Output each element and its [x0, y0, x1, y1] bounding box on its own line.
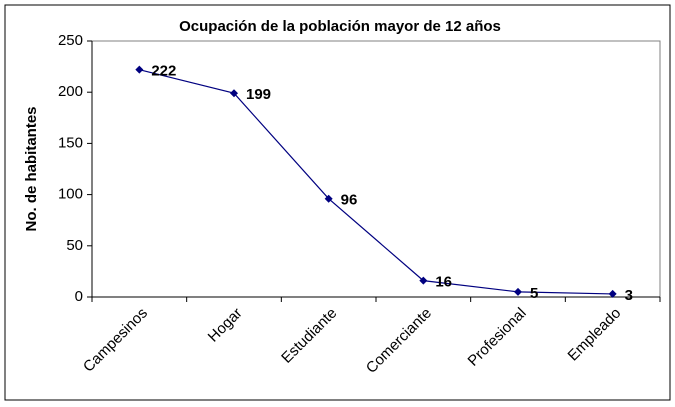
- data-label: 5: [530, 285, 538, 302]
- line: [139, 69, 613, 295]
- y-tick-label: 50: [66, 237, 83, 254]
- marker: [514, 287, 522, 296]
- data-label: 3: [625, 287, 633, 304]
- y-tick-label: 0: [75, 288, 83, 305]
- marker: [230, 89, 238, 98]
- data-label: 199: [246, 86, 271, 103]
- chart-title: Ocupación de la población mayor de 12 añ…: [179, 18, 501, 35]
- marker: [135, 65, 144, 74]
- y-tick-label: 150: [58, 134, 83, 151]
- data-label: 16: [435, 274, 452, 291]
- data-label: 222: [151, 63, 176, 80]
- marker: [419, 276, 428, 285]
- marker: [608, 289, 617, 298]
- y-tick-label: 250: [58, 32, 83, 49]
- chart-frame: [4, 4, 671, 401]
- y-axis-label: No. de habitantes: [23, 106, 40, 231]
- y-tick-label: 100: [58, 186, 83, 203]
- marker: [324, 194, 333, 203]
- data-label: 96: [341, 192, 358, 209]
- y-tick-label: 200: [58, 83, 83, 100]
